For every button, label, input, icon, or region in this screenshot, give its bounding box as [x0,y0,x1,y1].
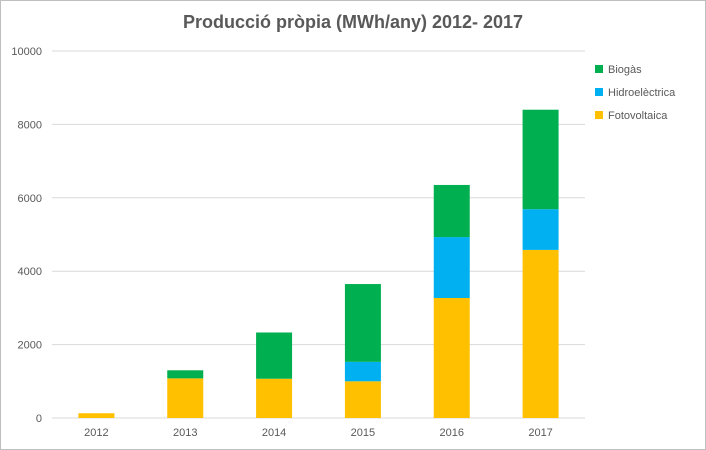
y-axis: 0 2000 4000 6000 8000 10000 [11,46,42,425]
bar-segment-fotovoltaica [522,249,559,418]
y-tick-label: 4000 [18,266,42,278]
bar-segment-biogàs [344,284,381,362]
bar-segment-fotovoltaica [167,378,204,418]
x-axis: 2012 2013 2014 2015 2016 2017 [52,417,585,439]
bar-segment-biogàs [167,370,204,379]
y-tick-label: 6000 [18,193,42,205]
x-tick-label: 2017 [528,427,552,439]
legend-label: Biogàs [608,64,642,76]
chart-title: Producció pròpia (MWh/any) 2012- 2017 [182,12,524,32]
bar-segment-biogàs [256,332,293,379]
y-tick-label: 8000 [18,119,42,131]
y-tick-label: 10000 [11,46,42,58]
x-tick-label: 2016 [440,427,464,439]
legend-swatch [595,88,603,96]
y-tick-label: 0 [36,413,42,425]
legend-label: Hidroelèctrica [608,87,676,99]
bar-segment-fotovoltaica [78,413,115,418]
bar-segment-biogàs [433,184,470,238]
legend-label: Fotovoltaica [608,110,668,122]
bars [78,109,559,418]
bar-segment-biogàs [522,109,559,210]
bar-segment-hidroelèctrica [433,237,470,298]
gridlines [52,50,585,419]
x-tick-label: 2015 [351,427,375,439]
bar-segment-hidroelèctrica [522,209,559,250]
bar-segment-fotovoltaica [433,297,470,418]
bar-segment-fotovoltaica [256,378,293,418]
bar-segment-hidroelèctrica [344,361,381,382]
x-tick-label: 2013 [173,427,197,439]
legend-swatch [595,65,603,73]
x-tick-label: 2012 [84,427,108,439]
legend-swatch [595,111,603,119]
y-tick-label: 2000 [18,340,42,352]
x-tick-label: 2014 [262,427,286,439]
bar-segment-fotovoltaica [344,381,381,418]
legend: Biogàs Hidroelèctrica Fotovoltaica [595,64,676,122]
